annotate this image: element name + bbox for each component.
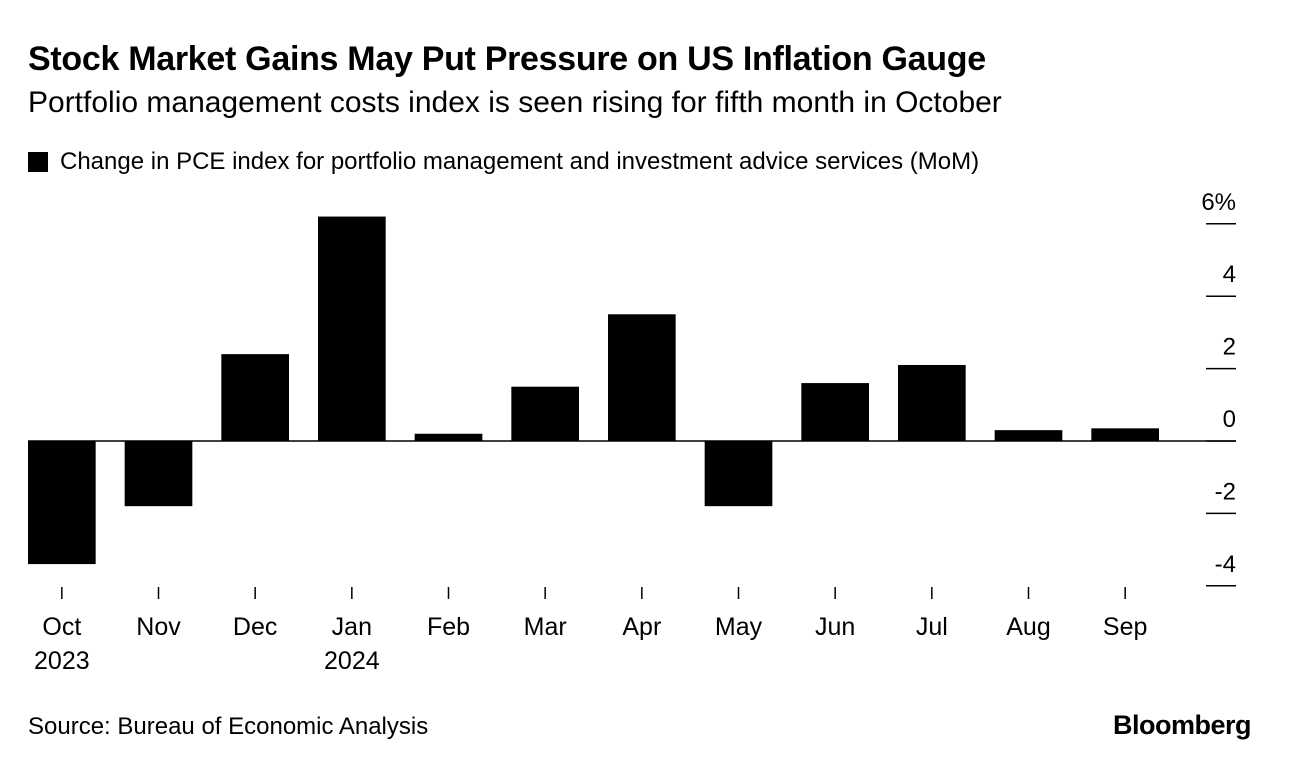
x-year-label: 2023 (34, 647, 90, 675)
bar-sep (1091, 428, 1159, 441)
bar-feb (414, 433, 483, 441)
bar-oct (28, 441, 96, 565)
bar-nov (124, 441, 193, 507)
bar-apr (608, 314, 676, 441)
y-tick-label: 0 (1223, 406, 1236, 433)
y-tick-label: -4 (1215, 551, 1236, 578)
bar-mar (511, 386, 579, 441)
x-tick-label: Oct (42, 613, 81, 641)
x-tick-label: May (715, 613, 763, 641)
legend-label: Change in PCE index for portfolio manage… (60, 148, 980, 175)
x-tick-label: Aug (1006, 613, 1050, 641)
bar-may (704, 441, 773, 507)
bloomberg-logo: Bloomberg (1112, 710, 1252, 740)
x-tick-label: Jul (916, 613, 948, 641)
chart-subtitle: Portfolio management costs index is seen… (28, 86, 1002, 119)
bar-jan (318, 216, 386, 441)
y-tick-label: 2 (1223, 334, 1236, 361)
x-tick-label: Apr (622, 613, 661, 641)
bar-dec (221, 354, 289, 441)
chart-title: Stock Market Gains May Put Pressure on U… (28, 40, 986, 78)
x-tick-label: Feb (427, 613, 470, 641)
y-tick-label: -2 (1215, 478, 1236, 505)
y-tick-label: 4 (1223, 261, 1236, 288)
x-year-label: 2024 (324, 647, 380, 675)
source-note: Source: Bureau of Economic Analysis (28, 713, 429, 740)
x-tick-label: Jan (332, 613, 372, 641)
bar-aug (994, 430, 1063, 441)
legend-swatch (28, 152, 48, 172)
x-tick-label: Jun (815, 613, 855, 641)
x-tick-label: Mar (524, 613, 567, 641)
bar-chart: -4 -2 0 2 4 6% Oct 2023 Nov Dec Jan 2024 Feb Mar Apr Ma… (28, 189, 1236, 675)
bar-jul (898, 364, 966, 441)
bar-jun (801, 383, 869, 441)
y-tick-label: 6% (1201, 189, 1236, 216)
legend: Change in PCE index for portfolio manage… (28, 148, 979, 176)
x-tick-label: Sep (1103, 613, 1147, 641)
x-tick-label: Dec (233, 613, 277, 641)
x-tick-label: Nov (136, 613, 181, 641)
